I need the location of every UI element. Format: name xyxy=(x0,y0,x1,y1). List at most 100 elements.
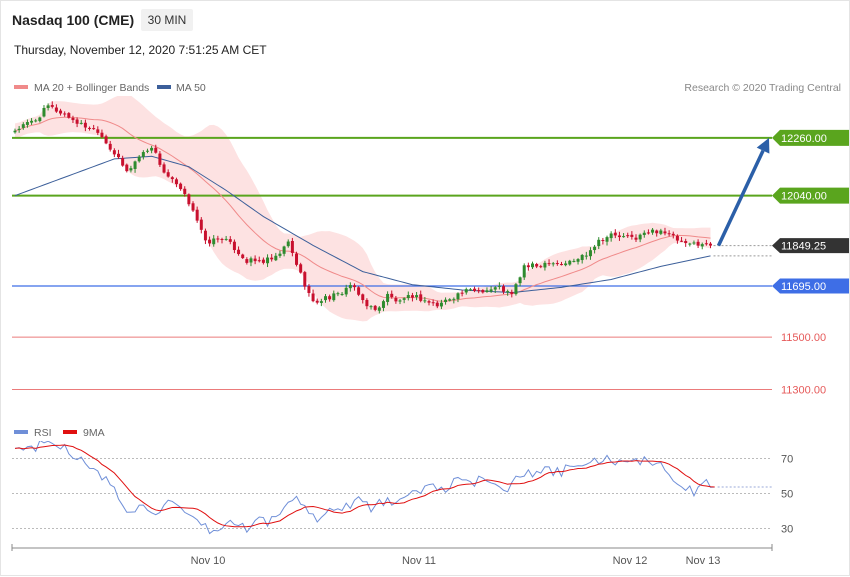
resistance-value: 12040.00 xyxy=(781,191,827,203)
timeframe-badge[interactable] xyxy=(141,9,193,31)
candle-body xyxy=(145,150,149,152)
candle-body xyxy=(709,243,713,246)
candle-body xyxy=(237,249,241,255)
rsi-grid: 70 50 30 xyxy=(12,454,793,536)
candle-body xyxy=(96,129,100,133)
candle-body xyxy=(50,105,54,107)
candle-body xyxy=(597,239,601,247)
candle-body xyxy=(38,117,42,122)
candle-body xyxy=(166,172,170,177)
candle-body xyxy=(266,257,270,264)
candle-body xyxy=(133,161,137,169)
candle-body xyxy=(394,298,398,302)
candle-body xyxy=(282,246,286,254)
bollinger-band xyxy=(15,96,711,322)
ma50-legend-label: MA 50 xyxy=(176,82,206,94)
candle-body xyxy=(79,122,83,124)
candle-body xyxy=(481,290,485,293)
candle-body xyxy=(655,230,659,234)
candle-body xyxy=(203,230,207,241)
x-tick-nov-13: Nov 13 xyxy=(686,555,721,567)
candle-body xyxy=(59,110,63,114)
candle-body xyxy=(559,264,563,266)
timeframe-label: 30 MIN xyxy=(148,13,187,27)
candle-body xyxy=(468,289,472,291)
support-value: 11500.00 xyxy=(781,332,826,344)
candle-body xyxy=(75,119,79,124)
candle-body xyxy=(319,301,323,303)
candle-body xyxy=(473,288,477,291)
candle-body xyxy=(357,287,361,295)
candle-body xyxy=(137,156,141,162)
candle-body xyxy=(311,293,315,302)
candle-body xyxy=(704,243,708,245)
candle-body xyxy=(348,285,352,289)
candle-body xyxy=(427,301,431,303)
candle-body xyxy=(249,258,253,263)
candle-body xyxy=(295,253,299,265)
candle-body xyxy=(187,194,191,205)
candle-body xyxy=(415,295,419,298)
candle-body xyxy=(588,250,592,257)
candle-body xyxy=(30,120,34,123)
pivot-value: 11695.00 xyxy=(781,281,826,293)
ma50-legend-swatch xyxy=(157,85,171,89)
candle-body xyxy=(609,233,613,239)
candle-body xyxy=(448,299,452,301)
candle-body xyxy=(601,239,605,242)
candle-body xyxy=(290,241,294,253)
candle-body xyxy=(684,241,688,244)
candle-body xyxy=(286,241,290,247)
rsi-line xyxy=(14,441,715,535)
candle-body xyxy=(526,265,530,268)
candle-body xyxy=(117,153,120,158)
projection-arrow xyxy=(716,137,770,247)
candle-body xyxy=(423,300,427,302)
candle-body xyxy=(150,147,154,151)
price-levels xyxy=(12,136,772,391)
candle-body xyxy=(522,265,526,278)
candle-body xyxy=(344,287,348,295)
candle-body xyxy=(460,292,464,294)
candle-body xyxy=(444,299,448,303)
candle-body xyxy=(564,263,568,266)
candle-body xyxy=(464,289,468,293)
candle-body xyxy=(42,107,46,117)
candle-body xyxy=(224,238,228,240)
candle-body xyxy=(208,239,212,244)
candle-body xyxy=(179,183,183,190)
candle-body xyxy=(174,179,178,185)
candle-body xyxy=(680,240,684,242)
chart-datetime: Thursday, November 12, 2020 7:51:25 AM C… xyxy=(14,43,267,57)
instrument-title: Nasdaq 100 (CME) xyxy=(12,12,134,28)
moving-averages xyxy=(14,116,711,302)
candle-body xyxy=(626,235,630,237)
candle-body xyxy=(576,259,580,262)
candle-body xyxy=(634,237,638,240)
candle-body xyxy=(125,164,129,172)
candle-body xyxy=(67,113,71,118)
candle-body xyxy=(642,232,646,235)
last-price-guides xyxy=(713,245,772,257)
candle-body xyxy=(245,259,249,263)
candle-body xyxy=(410,295,414,298)
candle-body xyxy=(506,291,510,293)
candle-body xyxy=(104,136,108,144)
candle-body xyxy=(154,147,158,153)
candle-body xyxy=(21,124,25,128)
candle-body xyxy=(431,302,435,304)
candle-body xyxy=(220,238,224,240)
candle-body xyxy=(278,253,282,256)
candle-body xyxy=(324,296,327,301)
candle-body xyxy=(518,277,522,284)
candle-body xyxy=(555,263,559,265)
candle-body xyxy=(510,291,514,294)
candle-body xyxy=(170,177,174,180)
candle-body xyxy=(659,230,663,234)
resistance-tag xyxy=(772,187,849,204)
candle-body xyxy=(121,158,125,166)
rsi-tick-label: 70 xyxy=(781,454,793,466)
candle-body xyxy=(406,295,410,299)
candle-body xyxy=(108,143,112,150)
